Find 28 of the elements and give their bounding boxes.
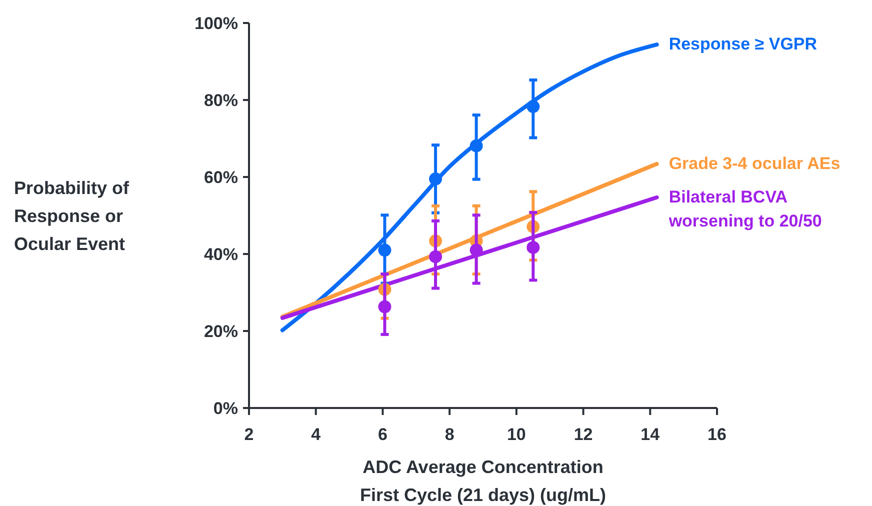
y-tick-label: 40% xyxy=(204,245,238,264)
series-label: Bilateral BCVA worsening to 20/50 xyxy=(668,187,822,230)
point xyxy=(526,100,540,114)
point xyxy=(526,240,540,254)
point xyxy=(470,244,483,257)
x-tick-label: 14 xyxy=(640,425,660,444)
x-axis-title: ADC Average Concentration First Cycle (21 days) (ug/mL) xyxy=(360,457,606,505)
x-tick-label: 16 xyxy=(708,425,726,444)
y-tick-label: 0% xyxy=(213,399,238,418)
x-tick-label: 4 xyxy=(311,425,322,444)
point xyxy=(378,244,392,257)
x-tick-label: 2 xyxy=(244,425,254,444)
series-label: Grade 3-4 ocular AEs xyxy=(668,154,840,173)
y-tick-label: 20% xyxy=(204,322,238,341)
x-tick-label: 8 xyxy=(444,425,454,444)
series-label: Response ≥ VGPR xyxy=(668,34,818,54)
point xyxy=(429,250,442,264)
x-tick-label: 6 xyxy=(378,425,388,444)
point xyxy=(470,139,483,152)
y-axis-title: Probability of Response or Ocular Event xyxy=(14,178,130,254)
point xyxy=(378,300,392,314)
y-tick-label: 80% xyxy=(204,91,238,110)
y-tick-label: 100% xyxy=(194,14,238,33)
point xyxy=(429,172,442,186)
x-tick-label: 10 xyxy=(506,425,526,444)
x-tick-label: 12 xyxy=(574,425,593,444)
y-tick-label: 60% xyxy=(204,168,238,187)
line-series xyxy=(280,42,659,332)
